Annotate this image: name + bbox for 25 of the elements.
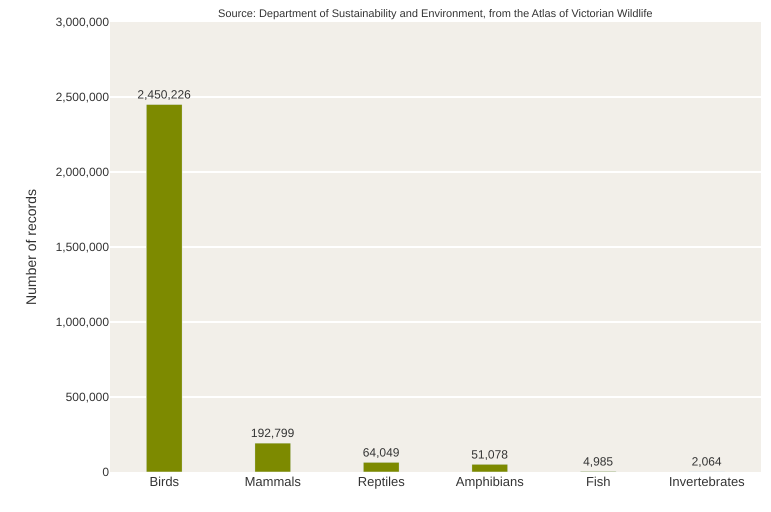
x-tick-label: Fish: [586, 474, 611, 489]
x-tick-label: Mammals: [244, 474, 302, 489]
y-tick-label: 1,500,000: [56, 240, 110, 254]
y-tick-label: 500,000: [66, 390, 110, 404]
y-tick-label: 2,500,000: [56, 90, 110, 104]
y-tick-label: 2,000,000: [56, 165, 110, 180]
y-tick-label: 1,000,000: [56, 315, 110, 330]
data-label: 51,078: [471, 447, 508, 462]
x-tick-label: Amphibians: [456, 474, 524, 489]
data-label: 2,064: [692, 454, 722, 469]
bar: [363, 462, 400, 472]
source-note: Source: Department of Sustainability and Environment, from the Atlas of Victorian Wildlife: [218, 8, 653, 20]
y-tick-label: 3,000,000: [56, 15, 110, 30]
data-label: 192,799: [250, 426, 295, 440]
x-tick-label: Reptiles: [358, 474, 406, 489]
y-axis-title: Number of records: [23, 189, 40, 305]
data-label: 64,049: [362, 445, 400, 460]
data-label: 2,450,226: [137, 87, 192, 102]
bar: [146, 104, 182, 472]
bar: [472, 464, 508, 472]
data-label: 4,985: [583, 454, 614, 468]
bar: [254, 442, 291, 472]
y-tick-label: 0: [102, 465, 110, 480]
x-tick-label: Birds: [149, 474, 180, 489]
x-tick-label: Invertebrates: [668, 474, 746, 489]
